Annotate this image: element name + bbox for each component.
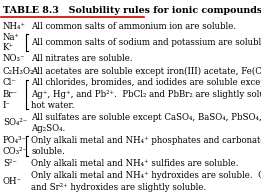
Text: Na⁺: Na⁺ (3, 33, 20, 42)
Text: I⁻: I⁻ (3, 101, 11, 110)
Text: hot water.: hot water. (31, 101, 75, 110)
Text: C₂H₃O₂⁻: C₂H₃O₂⁻ (3, 67, 39, 76)
Text: soluble.: soluble. (31, 147, 65, 156)
Text: All common salts of ammonium ion are soluble.: All common salts of ammonium ion are sol… (31, 22, 236, 30)
Text: NH₄⁺: NH₄⁺ (3, 22, 26, 30)
Text: All nitrates are soluble.: All nitrates are soluble. (31, 54, 133, 63)
Text: K⁺: K⁺ (3, 43, 14, 52)
Text: All acetates are soluble except iron(III) acetate, Fe(C₂H₃O₂)₃.: All acetates are soluble except iron(III… (31, 67, 261, 76)
Text: Ag₂SO₄.: Ag₂SO₄. (31, 124, 66, 133)
Text: Br⁻: Br⁻ (3, 90, 18, 99)
Text: TABLE 8.3   Solubility rules for ionic compounds: TABLE 8.3 Solubility rules for ionic com… (3, 6, 261, 15)
Text: All chlorides, bromides, and iodides are soluble except those of: All chlorides, bromides, and iodides are… (31, 78, 261, 87)
Text: OH⁻: OH⁻ (3, 177, 22, 186)
Text: NO₃⁻: NO₃⁻ (3, 54, 25, 63)
Text: S²⁻: S²⁻ (3, 159, 17, 168)
Text: Ag⁺, Hg⁺, and Pb²⁺.  PbCl₂ and PbBr₂ are slightly soluble in: Ag⁺, Hg⁺, and Pb²⁺. PbCl₂ and PbBr₂ are … (31, 90, 261, 99)
Text: All common salts of sodium and potassium are soluble.: All common salts of sodium and potassium… (31, 38, 261, 47)
Text: Only alkali metal and NH₄⁺ hydroxides are soluble.  Ca²⁺, Ba²⁺,: Only alkali metal and NH₄⁺ hydroxides ar… (31, 171, 261, 180)
Text: All sulfates are soluble except CaSO₄, BaSO₄, PbSO₄, and: All sulfates are soluble except CaSO₄, B… (31, 113, 261, 122)
Text: and Sr²⁺ hydroxides are slightly soluble.: and Sr²⁺ hydroxides are slightly soluble… (31, 183, 206, 192)
Text: PO₄³⁻: PO₄³⁻ (3, 136, 27, 145)
Text: Only alkali metal and NH₄⁺ sulfides are soluble.: Only alkali metal and NH₄⁺ sulfides are … (31, 159, 239, 168)
Text: Cl⁻: Cl⁻ (3, 78, 17, 87)
Text: CO₃²⁻: CO₃²⁻ (3, 147, 28, 156)
Text: Only alkali metal and NH₄⁺ phosphates and carbonates are: Only alkali metal and NH₄⁺ phosphates an… (31, 136, 261, 145)
Text: SO₄²⁻: SO₄²⁻ (3, 118, 27, 127)
